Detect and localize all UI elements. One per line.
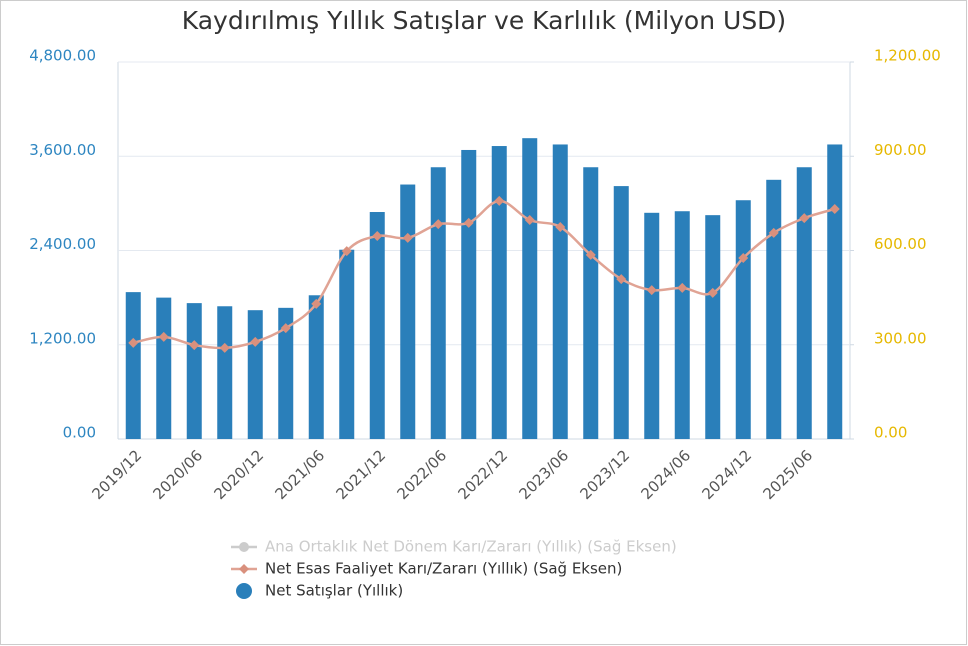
- line-marker: [311, 298, 322, 309]
- bar: [430, 167, 446, 439]
- bar: [613, 186, 629, 439]
- bar: [491, 146, 507, 439]
- bar: [705, 215, 721, 439]
- legend-marker: [239, 564, 249, 574]
- bar: [644, 212, 660, 439]
- bar: [735, 200, 751, 439]
- bar: [461, 149, 477, 439]
- line-marker: [494, 195, 505, 206]
- line-marker: [128, 337, 139, 348]
- bar: [308, 295, 324, 439]
- bar: [186, 303, 202, 439]
- y2-tick-label: 900.00: [874, 141, 927, 159]
- bar: [796, 167, 812, 439]
- line-marker: [463, 217, 474, 228]
- legend-label[interactable]: Net Satışlar (Yıllık): [265, 582, 403, 600]
- bar: [400, 184, 416, 439]
- chart-title: Kaydırılmış Yıllık Satışlar ve Karlılık …: [182, 6, 786, 35]
- line-marker: [372, 231, 383, 242]
- bar: [369, 212, 385, 439]
- y-tick-label: 3,600.00: [29, 141, 96, 159]
- bar: [125, 292, 141, 439]
- line-marker: [158, 331, 169, 342]
- bar: [827, 144, 843, 439]
- y-tick-label: 4,800.00: [29, 47, 96, 65]
- line-marker: [707, 287, 718, 298]
- bar: [766, 179, 782, 439]
- line-marker: [189, 340, 200, 351]
- bar: [217, 306, 233, 439]
- legend-label[interactable]: Net Esas Faaliyet Karı/Zararı (Yıllık) (…: [265, 560, 622, 578]
- bar: [583, 167, 599, 439]
- line-marker: [280, 323, 291, 334]
- line-marker: [524, 215, 535, 226]
- y-tick-label: 2,400.00: [29, 235, 96, 253]
- bar: [156, 297, 172, 439]
- legend-marker: [239, 542, 249, 552]
- line-marker: [585, 249, 596, 260]
- y-tick-label: 1,200.00: [29, 329, 96, 347]
- line-marker: [219, 342, 230, 353]
- line-marker: [829, 204, 840, 215]
- bar: [674, 211, 690, 439]
- line-marker: [402, 232, 413, 243]
- line-marker: [433, 219, 444, 230]
- line-marker: [768, 227, 779, 238]
- bar: [339, 249, 355, 439]
- y2-tick-label: 600.00: [874, 235, 927, 253]
- bar: [522, 138, 538, 439]
- y2-tick-label: 300.00: [874, 329, 927, 347]
- y2-tick-label: 1,200.00: [874, 47, 941, 65]
- legend-label[interactable]: Ana Ortaklık Net Dönem Karı/Zararı (Yıll…: [265, 538, 677, 556]
- legend-marker: [236, 583, 252, 599]
- line-marker: [616, 274, 627, 285]
- bar: [278, 307, 294, 439]
- y-tick-label: 0.00: [63, 424, 96, 442]
- line-marker: [799, 213, 810, 224]
- line-marker: [646, 285, 657, 296]
- bar: [247, 310, 263, 439]
- line-marker: [341, 246, 352, 257]
- line-marker: [738, 253, 749, 264]
- line-marker: [250, 336, 261, 347]
- line-marker: [555, 221, 566, 232]
- line-marker: [677, 282, 688, 293]
- bar: [552, 144, 568, 439]
- y2-tick-label: 0.00: [874, 424, 907, 442]
